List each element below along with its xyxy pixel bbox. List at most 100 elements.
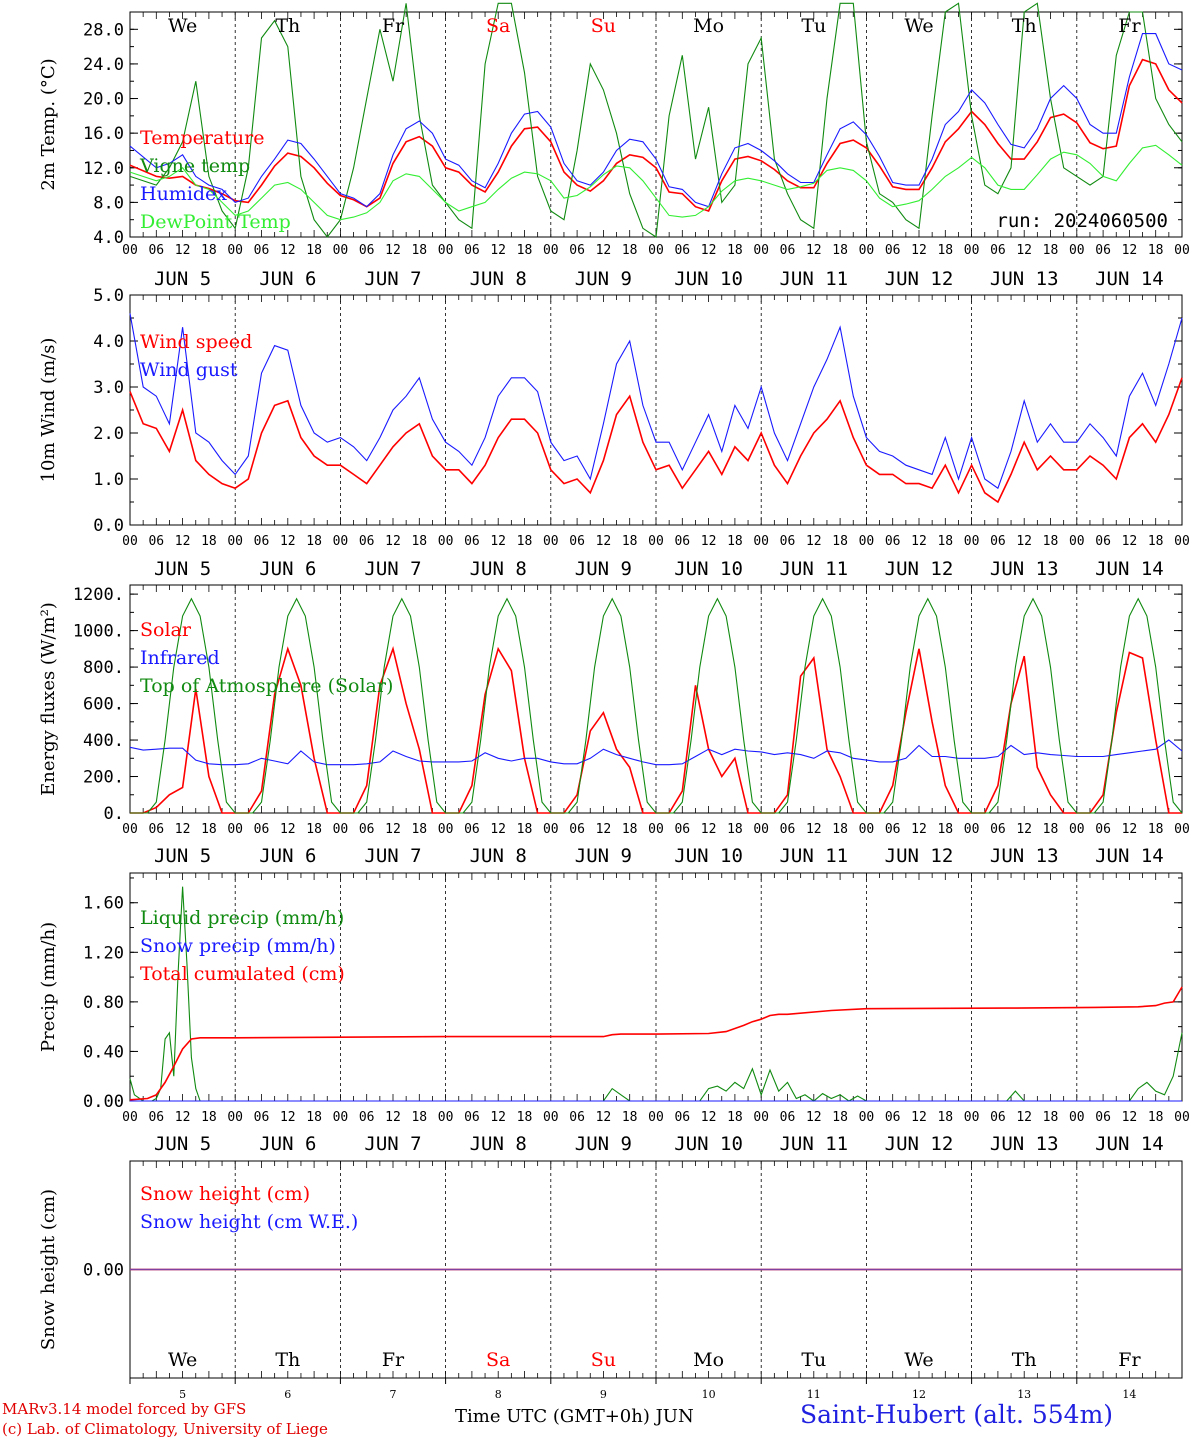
hour-label: 12 <box>1122 1110 1138 1125</box>
date-label: JUN 14 <box>1095 268 1164 290</box>
hour-label: 18 <box>411 534 427 549</box>
hour-label: 12 <box>806 534 822 549</box>
hour-label: 06 <box>780 534 796 549</box>
date-label: JUN 7 <box>364 268 421 290</box>
hour-label: 18 <box>727 1110 743 1125</box>
panel-2: 0.0 1.0 2.0 3.0 4.0 5.0 10m Wind (m/s) Wind spe… <box>38 286 1190 580</box>
hour-label: 18 <box>201 1110 217 1125</box>
date-label: JUN 7 <box>364 558 421 580</box>
y-tick-label: 0.0 <box>93 516 124 536</box>
hour-label: 12 <box>385 243 401 258</box>
series-line <box>129 33 1183 208</box>
date-label: JUN 6 <box>259 845 316 867</box>
hour-label: 12 <box>596 243 612 258</box>
hour-label: 18 <box>411 822 427 837</box>
y-tick-label: 1000. <box>73 622 124 642</box>
hour-label: 00 <box>1069 534 1085 549</box>
hour-label: 18 <box>517 243 533 258</box>
hour-label: 18 <box>306 822 322 837</box>
hour-label: 06 <box>885 822 901 837</box>
hour-label: 06 <box>359 1110 375 1125</box>
hour-label: 00 <box>648 243 664 258</box>
hour-label: 18 <box>1148 822 1164 837</box>
hour-label: 06 <box>464 1110 480 1125</box>
hour-label: 00 <box>122 243 138 258</box>
hour-label: 06 <box>1095 534 1111 549</box>
day-number-label: 12 <box>912 1388 926 1401</box>
hour-label: 06 <box>569 822 585 837</box>
hour-label: 06 <box>1095 822 1111 837</box>
hour-label: 18 <box>201 243 217 258</box>
hour-label: 18 <box>201 534 217 549</box>
hour-label: 12 <box>1016 1110 1032 1125</box>
hour-label: 12 <box>701 822 717 837</box>
y-tick-label: 3.0 <box>93 378 124 398</box>
hour-label: 12 <box>490 243 506 258</box>
y-tick-label: 4.0 <box>93 332 124 352</box>
date-label: JUN 9 <box>575 845 632 867</box>
hour-label: 18 <box>832 243 848 258</box>
date-label: JUN 10 <box>674 1133 743 1155</box>
date-label: JUN 8 <box>470 558 527 580</box>
legend-entry: Temperature <box>140 127 264 149</box>
date-label: JUN 6 <box>259 1133 316 1155</box>
hour-label: 18 <box>1148 1110 1164 1125</box>
hour-label: 18 <box>937 534 953 549</box>
hour-label: 18 <box>517 1110 533 1125</box>
hour-label: 12 <box>1122 243 1138 258</box>
hour-label: 00 <box>438 822 454 837</box>
hour-label: 06 <box>569 243 585 258</box>
day-of-week-label: Su <box>591 1349 616 1371</box>
hour-label: 12 <box>596 534 612 549</box>
y-tick-label: 2.0 <box>93 424 124 444</box>
hour-label: 18 <box>937 1110 953 1125</box>
date-label: JUN 12 <box>885 1133 954 1155</box>
hour-label: 06 <box>464 822 480 837</box>
hour-label: 06 <box>674 243 690 258</box>
y-tick-label: 5.0 <box>93 286 124 306</box>
day-of-week-label: Fr <box>382 15 405 37</box>
hour-label: 06 <box>1095 243 1111 258</box>
hour-label: 00 <box>753 822 769 837</box>
hour-label: 12 <box>490 1110 506 1125</box>
day-number-label: 8 <box>495 1388 502 1401</box>
hour-label: 12 <box>280 534 296 549</box>
y-tick-label: 0.80 <box>83 993 124 1013</box>
hour-label: 00 <box>122 534 138 549</box>
hour-label: 00 <box>753 243 769 258</box>
hour-label: 06 <box>674 1110 690 1125</box>
y-tick-label: 600. <box>83 695 124 715</box>
hour-label: 06 <box>148 243 164 258</box>
legend-entry: Infrared <box>140 647 220 669</box>
day-of-week-label: Th <box>1012 1349 1037 1371</box>
day-of-week-label: Th <box>1012 15 1037 37</box>
date-label: JUN 14 <box>1095 558 1164 580</box>
hour-label: 06 <box>674 534 690 549</box>
hour-label: 06 <box>359 243 375 258</box>
hour-label: 00 <box>964 1110 980 1125</box>
hour-label: 00 <box>333 1110 349 1125</box>
hour-label: 00 <box>438 534 454 549</box>
date-label: JUN 6 <box>259 268 316 290</box>
hour-label: 06 <box>990 243 1006 258</box>
legend-entry: Vigne temp <box>139 155 250 177</box>
day-number-label: 5 <box>179 1388 186 1401</box>
hour-label: 18 <box>622 534 638 549</box>
hour-label: 00 <box>648 1110 664 1125</box>
hour-label: 00 <box>1174 822 1190 837</box>
date-label: JUN 14 <box>1095 845 1164 867</box>
y-axis-label: Precip (mm/h) <box>38 922 59 1052</box>
series-line <box>129 313 1183 490</box>
hour-label: 12 <box>911 243 927 258</box>
hour-label: 12 <box>385 1110 401 1125</box>
hour-label: 00 <box>543 243 559 258</box>
y-tick-label: 16.0 <box>83 124 124 144</box>
hour-label: 00 <box>859 1110 875 1125</box>
hour-label: 00 <box>964 243 980 258</box>
y-tick-label: 0.00 <box>83 1261 124 1281</box>
hour-label: 12 <box>175 822 191 837</box>
y-tick-label: 1200. <box>73 585 124 605</box>
legend-entry: Solar <box>140 619 192 641</box>
hour-label: 18 <box>727 534 743 549</box>
hour-label: 12 <box>596 1110 612 1125</box>
